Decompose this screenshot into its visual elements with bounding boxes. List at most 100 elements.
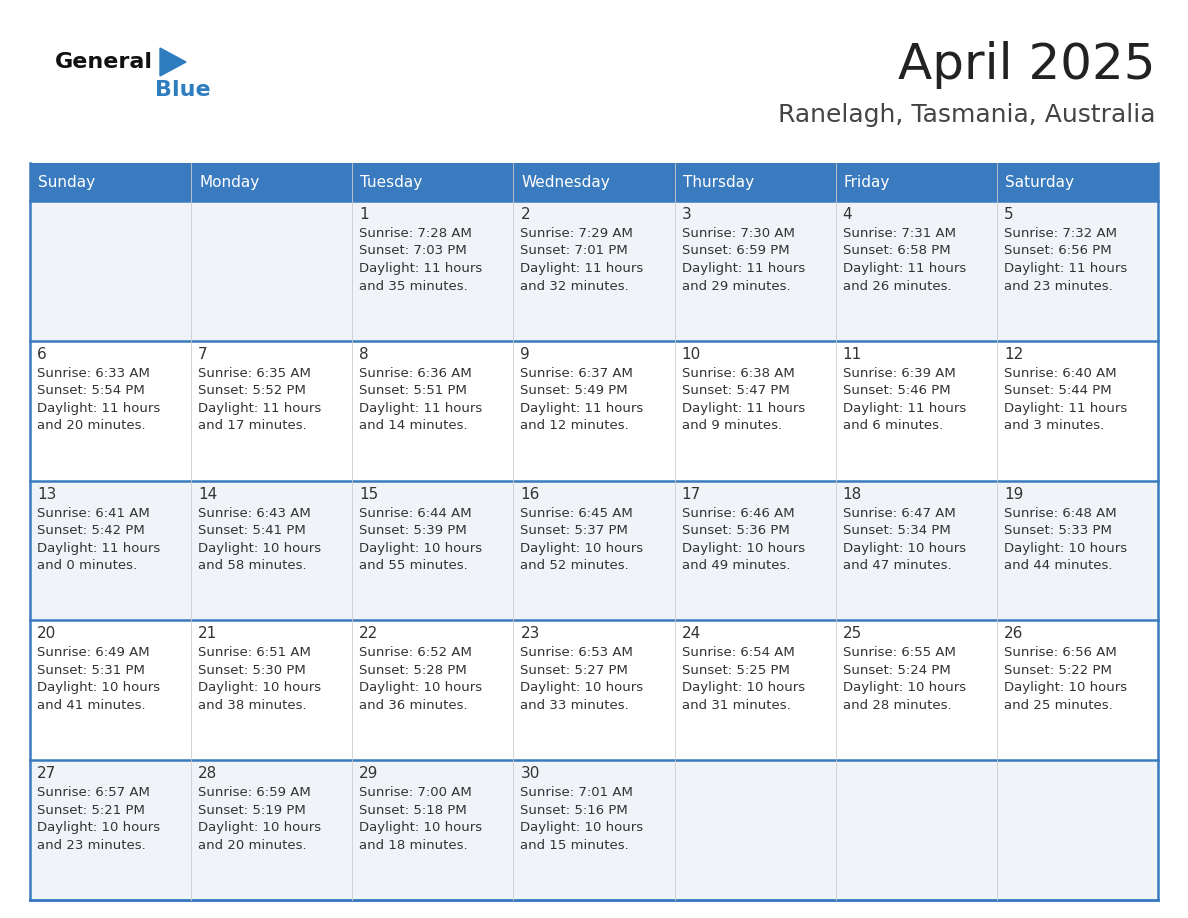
Text: 20: 20	[37, 626, 56, 642]
Text: Daylight: 10 hours: Daylight: 10 hours	[520, 542, 644, 554]
Text: and 14 minutes.: and 14 minutes.	[359, 420, 468, 432]
Text: Sunrise: 7:32 AM: Sunrise: 7:32 AM	[1004, 227, 1117, 240]
Text: Sunset: 5:46 PM: Sunset: 5:46 PM	[842, 385, 950, 397]
Text: 8: 8	[359, 347, 369, 362]
Text: 3: 3	[682, 207, 691, 222]
Text: Sunday: Sunday	[38, 174, 95, 189]
Text: 9: 9	[520, 347, 530, 362]
Text: Sunrise: 6:40 AM: Sunrise: 6:40 AM	[1004, 367, 1117, 380]
Text: 14: 14	[198, 487, 217, 501]
Text: and 29 minutes.: and 29 minutes.	[682, 279, 790, 293]
Text: Sunrise: 7:29 AM: Sunrise: 7:29 AM	[520, 227, 633, 240]
Text: and 12 minutes.: and 12 minutes.	[520, 420, 630, 432]
Text: Saturday: Saturday	[1005, 174, 1074, 189]
Text: Sunrise: 6:47 AM: Sunrise: 6:47 AM	[842, 507, 955, 520]
Text: April 2025: April 2025	[898, 41, 1156, 89]
Text: Sunrise: 7:00 AM: Sunrise: 7:00 AM	[359, 786, 472, 800]
Text: Daylight: 10 hours: Daylight: 10 hours	[359, 681, 482, 694]
Text: Daylight: 11 hours: Daylight: 11 hours	[359, 262, 482, 275]
Text: Sunrise: 6:37 AM: Sunrise: 6:37 AM	[520, 367, 633, 380]
Text: and 47 minutes.: and 47 minutes.	[842, 559, 952, 572]
Text: Daylight: 11 hours: Daylight: 11 hours	[1004, 402, 1127, 415]
Text: Sunset: 5:22 PM: Sunset: 5:22 PM	[1004, 664, 1112, 677]
Text: Sunset: 5:51 PM: Sunset: 5:51 PM	[359, 385, 467, 397]
Text: Sunrise: 6:39 AM: Sunrise: 6:39 AM	[842, 367, 955, 380]
Bar	[30, 163, 1158, 201]
Text: Sunset: 5:39 PM: Sunset: 5:39 PM	[359, 524, 467, 537]
Text: Daylight: 11 hours: Daylight: 11 hours	[520, 262, 644, 275]
Text: Sunset: 5:18 PM: Sunset: 5:18 PM	[359, 803, 467, 817]
Text: and 20 minutes.: and 20 minutes.	[198, 839, 307, 852]
Text: and 26 minutes.: and 26 minutes.	[842, 279, 952, 293]
Text: 15: 15	[359, 487, 379, 501]
Bar	[30, 621, 1158, 760]
Text: Sunrise: 6:49 AM: Sunrise: 6:49 AM	[37, 646, 150, 659]
Text: Daylight: 10 hours: Daylight: 10 hours	[520, 681, 644, 694]
Text: Daylight: 11 hours: Daylight: 11 hours	[520, 402, 644, 415]
Text: 30: 30	[520, 767, 539, 781]
Text: and 6 minutes.: and 6 minutes.	[842, 420, 943, 432]
Text: Sunrise: 7:30 AM: Sunrise: 7:30 AM	[682, 227, 795, 240]
Text: Daylight: 10 hours: Daylight: 10 hours	[37, 681, 160, 694]
Text: and 41 minutes.: and 41 minutes.	[37, 699, 146, 711]
Text: and 9 minutes.: and 9 minutes.	[682, 420, 782, 432]
Text: Sunset: 5:41 PM: Sunset: 5:41 PM	[198, 524, 305, 537]
Text: Daylight: 11 hours: Daylight: 11 hours	[198, 402, 322, 415]
Bar	[30, 481, 1158, 621]
Text: Daylight: 11 hours: Daylight: 11 hours	[1004, 262, 1127, 275]
Text: Sunset: 5:34 PM: Sunset: 5:34 PM	[842, 524, 950, 537]
Text: 19: 19	[1004, 487, 1023, 501]
Text: Daylight: 11 hours: Daylight: 11 hours	[37, 542, 160, 554]
Text: Sunrise: 6:41 AM: Sunrise: 6:41 AM	[37, 507, 150, 520]
Text: 28: 28	[198, 767, 217, 781]
Text: Sunset: 5:44 PM: Sunset: 5:44 PM	[1004, 385, 1112, 397]
Text: 4: 4	[842, 207, 852, 222]
Text: Daylight: 11 hours: Daylight: 11 hours	[359, 402, 482, 415]
Text: Wednesday: Wednesday	[522, 174, 611, 189]
Text: and 23 minutes.: and 23 minutes.	[1004, 279, 1113, 293]
Text: Sunset: 5:37 PM: Sunset: 5:37 PM	[520, 524, 628, 537]
Text: and 25 minutes.: and 25 minutes.	[1004, 699, 1113, 711]
Text: Tuesday: Tuesday	[360, 174, 423, 189]
Text: General: General	[55, 52, 153, 72]
Text: Sunset: 5:30 PM: Sunset: 5:30 PM	[198, 664, 305, 677]
Text: 12: 12	[1004, 347, 1023, 362]
Text: Daylight: 10 hours: Daylight: 10 hours	[359, 822, 482, 834]
Text: and 15 minutes.: and 15 minutes.	[520, 839, 630, 852]
Text: Sunset: 5:27 PM: Sunset: 5:27 PM	[520, 664, 628, 677]
Text: 23: 23	[520, 626, 539, 642]
Text: and 36 minutes.: and 36 minutes.	[359, 699, 468, 711]
Text: Sunrise: 6:33 AM: Sunrise: 6:33 AM	[37, 367, 150, 380]
Text: 1: 1	[359, 207, 369, 222]
Text: 13: 13	[37, 487, 56, 501]
Text: Daylight: 11 hours: Daylight: 11 hours	[842, 402, 966, 415]
Text: Sunset: 5:24 PM: Sunset: 5:24 PM	[842, 664, 950, 677]
Text: 29: 29	[359, 767, 379, 781]
Text: Sunset: 5:25 PM: Sunset: 5:25 PM	[682, 664, 790, 677]
Text: 18: 18	[842, 487, 862, 501]
Text: Daylight: 10 hours: Daylight: 10 hours	[198, 681, 321, 694]
Text: Sunset: 5:52 PM: Sunset: 5:52 PM	[198, 385, 307, 397]
Text: Daylight: 10 hours: Daylight: 10 hours	[682, 681, 804, 694]
Text: and 18 minutes.: and 18 minutes.	[359, 839, 468, 852]
Text: Sunrise: 6:48 AM: Sunrise: 6:48 AM	[1004, 507, 1117, 520]
Text: Daylight: 10 hours: Daylight: 10 hours	[682, 542, 804, 554]
Text: Sunrise: 7:01 AM: Sunrise: 7:01 AM	[520, 786, 633, 800]
Text: Sunrise: 6:45 AM: Sunrise: 6:45 AM	[520, 507, 633, 520]
Text: 5: 5	[1004, 207, 1013, 222]
Text: Daylight: 10 hours: Daylight: 10 hours	[842, 681, 966, 694]
Text: Sunrise: 7:31 AM: Sunrise: 7:31 AM	[842, 227, 955, 240]
Text: and 55 minutes.: and 55 minutes.	[359, 559, 468, 572]
Text: Sunset: 5:49 PM: Sunset: 5:49 PM	[520, 385, 628, 397]
Text: and 3 minutes.: and 3 minutes.	[1004, 420, 1104, 432]
Text: Sunset: 7:03 PM: Sunset: 7:03 PM	[359, 244, 467, 258]
Text: and 31 minutes.: and 31 minutes.	[682, 699, 790, 711]
Text: and 23 minutes.: and 23 minutes.	[37, 839, 146, 852]
Bar	[30, 760, 1158, 900]
Text: Sunrise: 6:44 AM: Sunrise: 6:44 AM	[359, 507, 472, 520]
Text: Sunset: 5:31 PM: Sunset: 5:31 PM	[37, 664, 145, 677]
Text: and 38 minutes.: and 38 minutes.	[198, 699, 307, 711]
Text: Sunset: 5:19 PM: Sunset: 5:19 PM	[198, 803, 305, 817]
Text: Sunset: 5:42 PM: Sunset: 5:42 PM	[37, 524, 145, 537]
Text: Daylight: 10 hours: Daylight: 10 hours	[359, 542, 482, 554]
